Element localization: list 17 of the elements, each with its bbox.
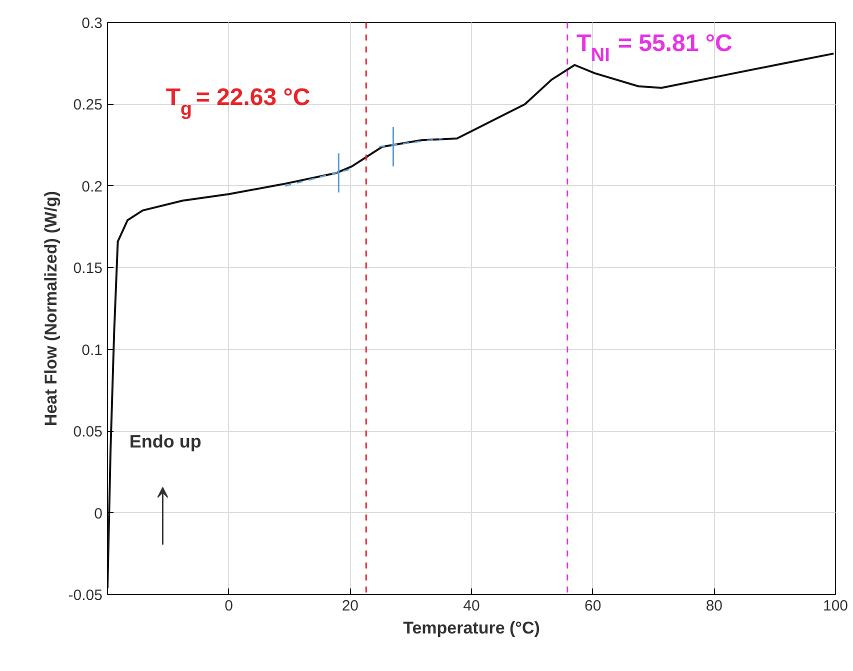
y-tick-label: 0 — [94, 505, 102, 522]
x-tick-label: 40 — [463, 598, 480, 614]
y-tick-label: 0.05 — [73, 424, 103, 441]
x-tick-label: 20 — [342, 598, 359, 614]
y-tick-label: -0.05 — [68, 587, 103, 604]
y-tick-label: 0.3 — [82, 15, 103, 32]
x-tick-label: 100 — [822, 598, 848, 614]
x-tick-label: 80 — [706, 598, 723, 614]
annotation: Endo up — [129, 432, 202, 452]
x-axis-title: Temperature (°C) — [403, 618, 540, 638]
y-tick-label: 0.25 — [73, 96, 103, 114]
x-tick-label: 0 — [224, 598, 234, 614]
x-tick-label: 60 — [584, 598, 602, 614]
y-axis-title: Heat Flow (Normalized) (W/g) — [41, 190, 60, 426]
y-tick-label: 0.15 — [73, 260, 103, 278]
y-tick-label: 0.2 — [82, 178, 103, 196]
y-tick-label: 0.1 — [82, 342, 103, 359]
